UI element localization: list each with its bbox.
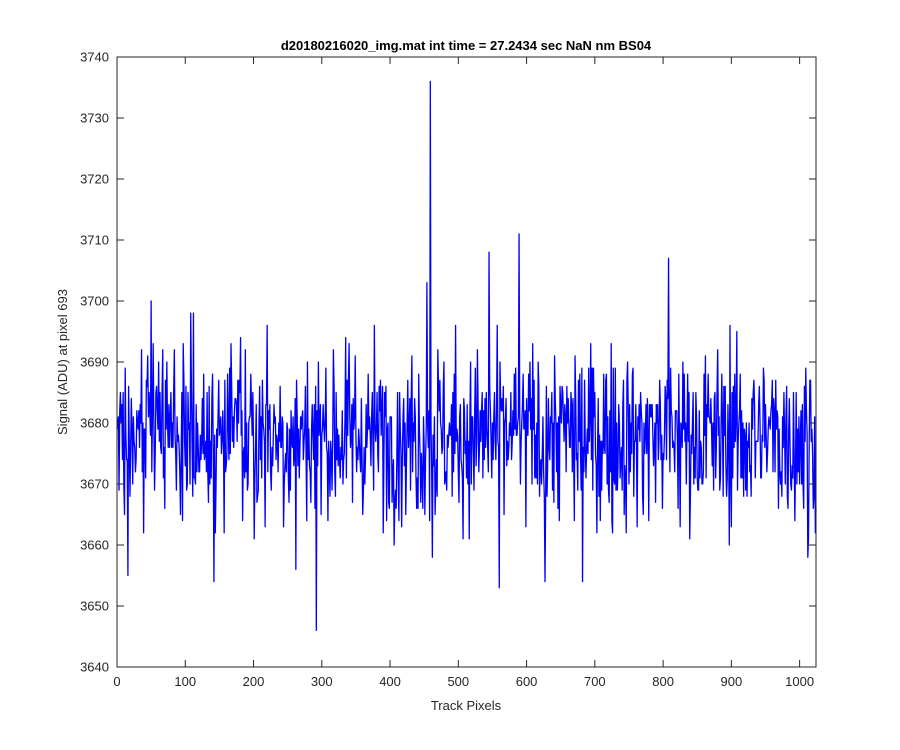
x-tick-label: 700 xyxy=(584,674,606,689)
x-tick-label: 900 xyxy=(721,674,743,689)
y-tick-label: 3730 xyxy=(80,111,109,126)
x-tick-label: 800 xyxy=(652,674,674,689)
x-tick-label: 100 xyxy=(174,674,196,689)
x-tick-label: 500 xyxy=(447,674,469,689)
y-axis-label: Signal (ADU) at pixel 693 xyxy=(55,289,70,435)
x-tick-label: 600 xyxy=(516,674,538,689)
y-tick-label: 3710 xyxy=(80,233,109,248)
chart-title: d20180216020_img.mat int time = 27.2434 … xyxy=(281,38,652,53)
y-tick-label: 3650 xyxy=(80,599,109,614)
plot-area xyxy=(117,57,816,667)
y-tick-label: 3640 xyxy=(80,660,109,675)
signal-series-line xyxy=(117,80,817,632)
y-tick-label: 3680 xyxy=(80,416,109,431)
y-tick-label: 3670 xyxy=(80,477,109,492)
x-tick-label: 400 xyxy=(379,674,401,689)
y-tick-label: 3690 xyxy=(80,355,109,370)
y-tick-label: 3720 xyxy=(80,172,109,187)
axes-layer: 0 100 200 300 400 500 600 700 800 900 1000 3640 3650… xyxy=(80,50,817,689)
x-tick-label: 200 xyxy=(243,674,265,689)
y-tick-label: 3740 xyxy=(80,50,109,65)
x-axis-label: Track Pixels xyxy=(431,698,502,713)
y-tick-label: 3660 xyxy=(80,538,109,553)
x-tick-label: 1000 xyxy=(785,674,814,689)
y-tick-label: 3700 xyxy=(80,294,109,309)
x-tick-label: 300 xyxy=(311,674,333,689)
x-tick-label: 0 xyxy=(113,674,120,689)
plot-layer xyxy=(117,57,817,667)
